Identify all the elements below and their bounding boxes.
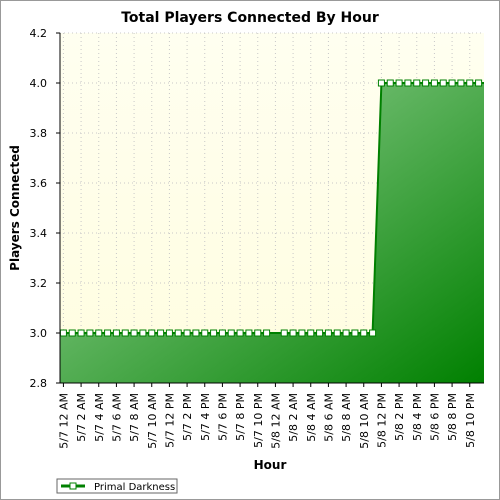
y-tick-label: 3.6 — [30, 177, 48, 190]
data-point-marker — [104, 329, 112, 337]
x-tick-label: 5/8 10 AM — [358, 393, 371, 449]
chart-title: Total Players Connected By Hour — [121, 10, 379, 26]
x-tick-label: 5/8 6 PM — [428, 393, 441, 441]
data-point-marker — [130, 329, 138, 337]
y-tick-label: 2.8 — [30, 377, 48, 390]
x-tick-label: 5/7 6 PM — [216, 393, 229, 441]
data-point-marker — [157, 329, 165, 337]
x-tick-label: 5/7 12 PM — [163, 393, 176, 448]
x-tick-label: 5/7 10 PM — [252, 393, 265, 448]
data-point-marker — [227, 329, 235, 337]
y-axis-title: Players Connected — [8, 145, 22, 271]
data-point-marker — [86, 329, 94, 337]
legend-label: Primal Darkness — [94, 482, 175, 493]
legend: Primal Darkness — [56, 478, 178, 494]
x-axis-title: Hour — [254, 458, 287, 472]
x-tick-label: 5/8 2 PM — [393, 393, 406, 441]
data-point-marker — [422, 79, 430, 87]
data-point-marker — [218, 329, 226, 337]
data-point-marker — [174, 329, 182, 337]
data-point-marker — [324, 329, 332, 337]
legend-box — [56, 478, 178, 494]
data-point-marker — [386, 79, 394, 87]
x-tick-label: 5/7 4 AM — [93, 393, 106, 442]
data-point-marker — [183, 329, 191, 337]
data-point-marker — [351, 329, 359, 337]
x-tick-label: 5/8 10 PM — [464, 393, 477, 448]
data-point-marker — [245, 329, 253, 337]
x-tick-label: 5/8 8 AM — [340, 393, 353, 442]
data-point-marker — [148, 329, 156, 337]
x-tick-label: 5/7 10 AM — [146, 393, 159, 449]
x-tick-label: 5/8 8 PM — [446, 393, 459, 441]
data-point-marker — [254, 329, 262, 337]
data-point-marker — [457, 79, 465, 87]
y-tick-label: 3.0 — [30, 327, 48, 340]
data-point-marker — [342, 329, 350, 337]
data-point-marker — [289, 329, 297, 337]
x-tick-label: 5/8 4 PM — [411, 393, 424, 441]
data-point-marker — [448, 79, 456, 87]
legend-swatch-marker — [69, 482, 77, 490]
data-point-marker — [377, 79, 385, 87]
data-point-marker — [77, 329, 85, 337]
x-tick-label: 5/7 2 AM — [75, 393, 88, 442]
series-area — [60, 83, 484, 383]
y-tick-label: 3.4 — [30, 227, 48, 240]
y-tick-label: 3.2 — [30, 277, 48, 290]
data-point-marker — [236, 329, 244, 337]
data-point-marker — [210, 329, 218, 337]
x-tick-label: 5/7 6 AM — [110, 393, 123, 442]
data-point-marker — [395, 79, 403, 87]
data-point-marker — [413, 79, 421, 87]
data-point-marker — [121, 329, 129, 337]
data-point-marker — [298, 329, 306, 337]
data-point-marker — [333, 329, 341, 337]
x-tick-label: 5/8 12 AM — [269, 393, 282, 449]
y-tick-label: 3.8 — [30, 127, 48, 140]
data-point-marker — [475, 79, 483, 87]
data-point-marker — [466, 79, 474, 87]
x-tick-label: 5/7 8 AM — [128, 393, 141, 442]
data-point-marker — [165, 329, 173, 337]
y-tick-label: 4.2 — [30, 27, 48, 40]
data-point-marker — [192, 329, 200, 337]
x-axis-ticks: 5/7 12 AM 5/7 2 AM 5/7 4 AM 5/7 6 AM 5/7 8 A… — [57, 383, 477, 449]
data-point-marker — [263, 329, 271, 337]
data-point-marker — [280, 329, 288, 337]
x-tick-label: 5/7 12 AM — [57, 393, 70, 449]
data-point-marker — [316, 329, 324, 337]
data-point-marker — [360, 329, 368, 337]
data-point-marker — [59, 329, 67, 337]
data-point-marker — [369, 329, 377, 337]
x-tick-label: 5/8 6 AM — [322, 393, 335, 442]
series-markers — [59, 79, 483, 337]
x-tick-label: 5/7 4 PM — [199, 393, 212, 441]
x-tick-label: 5/8 4 AM — [305, 393, 318, 442]
data-point-marker — [439, 79, 447, 87]
data-point-marker — [430, 79, 438, 87]
y-tick-label: 4.0 — [30, 77, 48, 90]
data-point-marker — [139, 329, 147, 337]
x-tick-label: 5/7 2 PM — [181, 393, 194, 441]
data-point-marker — [68, 329, 76, 337]
data-point-marker — [201, 329, 209, 337]
data-point-marker — [112, 329, 120, 337]
x-tick-label: 5/8 2 AM — [287, 393, 300, 442]
y-axis-ticks: 2.8 3.0 3.2 3.4 3.6 3.8 4.0 4.2 — [30, 27, 60, 390]
data-point-marker — [307, 329, 315, 337]
x-tick-label: 5/7 8 PM — [234, 393, 247, 441]
data-point-marker — [95, 329, 103, 337]
data-point-marker — [404, 79, 412, 87]
x-tick-label: 5/8 12 PM — [375, 393, 388, 448]
